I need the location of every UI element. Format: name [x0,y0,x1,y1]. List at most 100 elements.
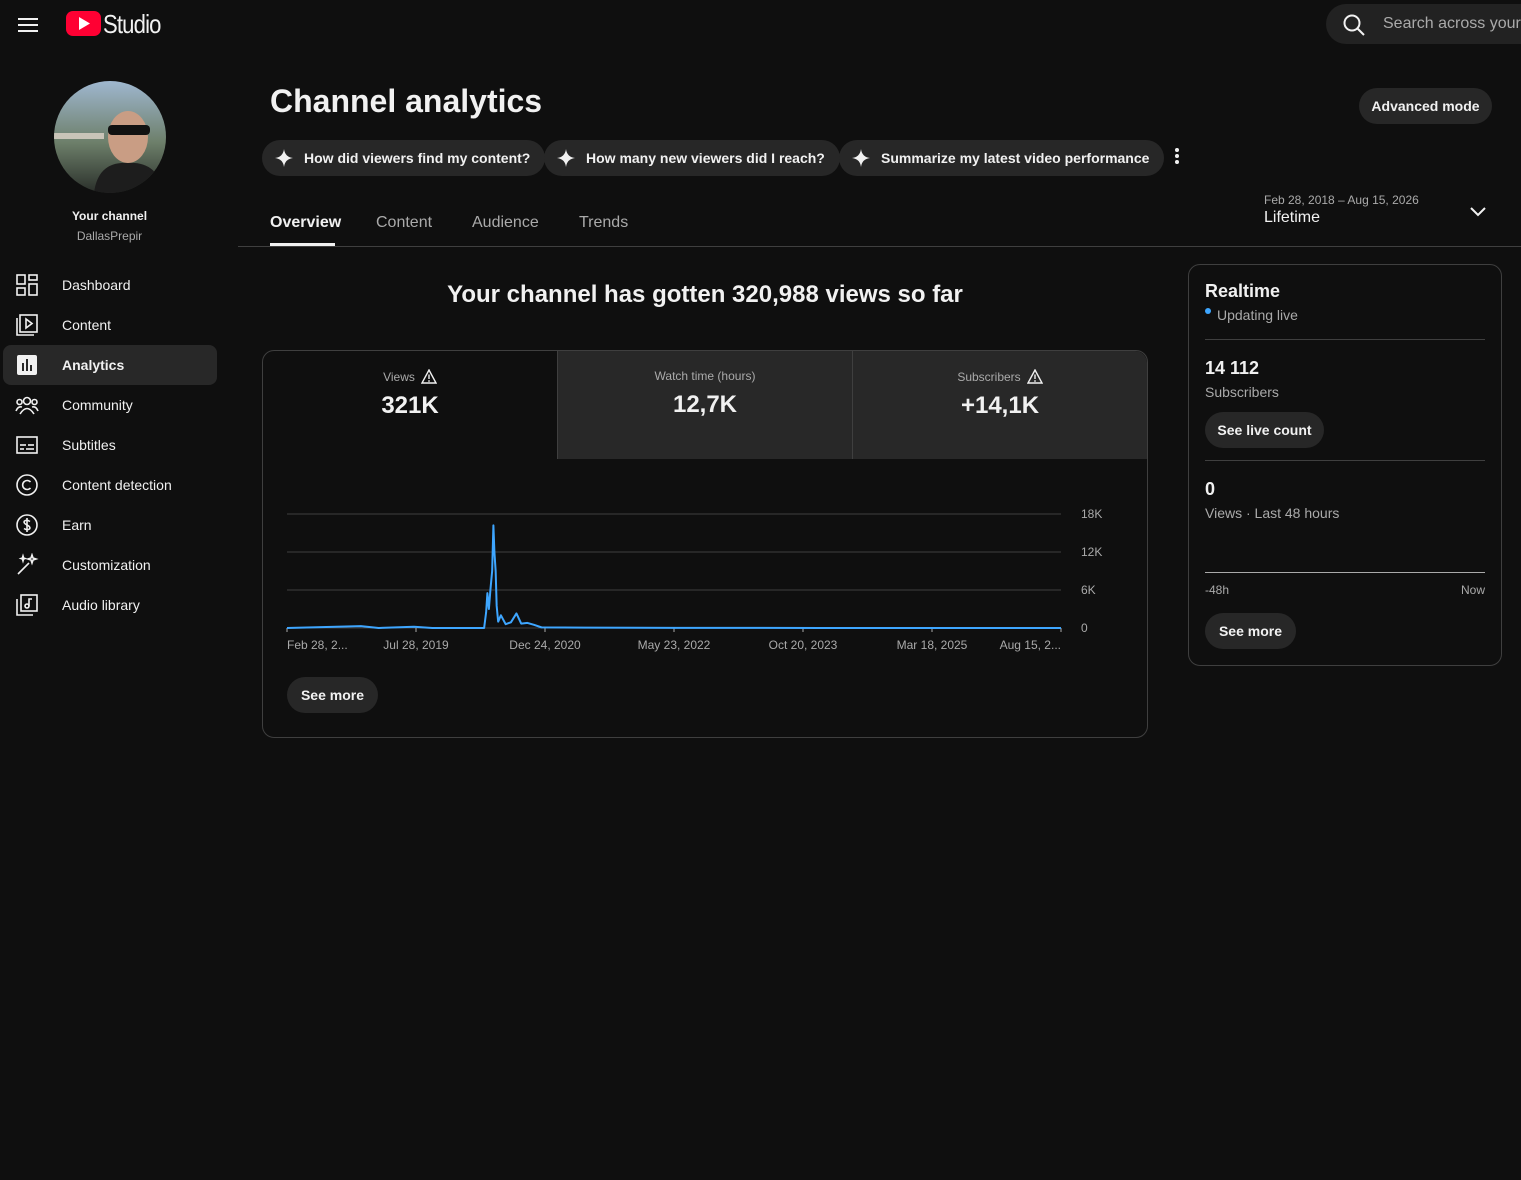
nav-label: Audio library [62,597,140,613]
dropdown-icon[interactable] [1469,205,1487,219]
sparkle-icon [852,149,870,167]
nav-item[interactable]: Customization [3,545,217,585]
y-tick-label: 12K [1081,545,1102,559]
channel-name: DallasPrepir [76,229,143,243]
tab[interactable]: Content [376,214,433,231]
nav-item[interactable]: Community [3,385,217,425]
prompt-text: How did viewers find my content? [304,150,531,166]
tab-divider [238,246,1521,247]
nav-item[interactable]: Subtitles [3,425,217,465]
x-tick-label: May 23, 2022 [638,638,711,652]
realtime-title: Realtime [1205,281,1281,301]
advanced-mode-button[interactable]: Advanced mode [1359,88,1492,124]
nav-label: Content [62,317,112,333]
overview-card [262,350,1148,738]
nav-item[interactable]: Dashboard [3,265,217,305]
tab[interactable]: Trends [579,214,629,231]
nav-label: Dashboard [62,277,131,293]
warning-icon [1026,369,1043,384]
nav-label: Earn [62,517,92,533]
realtime-card [1188,264,1502,666]
nav-label: Customization [62,557,151,573]
y-tick-label: 0 [1081,621,1088,635]
see-live-count-button[interactable]: See live count [1205,412,1324,448]
nav-icon [16,594,38,616]
metric-label: Views [383,369,415,384]
x-tick-label: Aug 15, 2... [1000,638,1061,652]
nav-icon [16,474,38,496]
divider [1205,460,1485,461]
x-tick-label: Oct 20, 2023 [769,638,838,652]
nav-item-active[interactable]: Analytics [3,345,217,385]
nav-item[interactable]: Content detection [3,465,217,505]
logo-text[interactable]: Studio [103,9,161,39]
x-tick-label: Mar 18, 2025 [897,638,968,652]
realtime-status: Updating live [1217,307,1298,323]
search-icon [1343,14,1365,36]
nav-icon [17,355,37,375]
y-tick-label: 6K [1081,583,1096,597]
more-icon[interactable] [1172,147,1182,167]
nav-label: Community [62,397,133,413]
nav-icon [16,314,38,336]
warning-icon [420,369,437,384]
x-tick-label: Feb 28, 2... [287,638,348,652]
channel-label: Your channel [71,209,148,223]
metric-tab-active[interactable]: Views 321K [263,351,557,459]
prompt-chip[interactable]: How did viewers find my content? [262,140,546,176]
search-box[interactable]: Search across your [1326,4,1521,44]
y-tick-label: 18K [1081,507,1102,521]
nav-item[interactable]: Content [3,305,217,345]
nav-icon [16,436,38,454]
divider [1205,339,1485,340]
sparkle-icon [275,149,293,167]
nav-icon [16,274,38,296]
prompt-text: Summarize my latest video performance [881,150,1150,166]
metric-tab[interactable]: Watch time (hours) 12,7K [557,351,852,459]
nav-item[interactable]: Earn [3,505,217,545]
metric-value: 321K [381,392,439,419]
nav-icon [15,396,39,415]
date-range[interactable]: Feb 28, 2018 – Aug 15, 2026 [1264,193,1419,207]
live-dot [1205,308,1211,314]
metric-value: +14,1K [960,392,1040,419]
nav-label: Analytics [62,357,125,373]
search-placeholder: Search across your [1383,15,1521,32]
see-more-button[interactable]: See more [287,677,378,713]
metric-value: 12,7K [672,391,738,418]
headline: Your channel has gotten 320,988 views so… [447,281,963,308]
nav-icon [16,514,38,536]
page-title: Channel analytics [270,83,543,119]
prompt-chip[interactable]: How many new viewers did I reach? [544,140,840,176]
nav-icon [17,553,39,575]
nav-item[interactable]: Audio library [3,585,217,625]
sparkle-icon [557,149,575,167]
prompt-chip[interactable]: Summarize my latest video performance [839,140,1165,176]
period[interactable]: Lifetime [1264,209,1321,226]
metric-label: Watch time (hours) [654,369,756,383]
data-line [286,524,1062,629]
tab[interactable]: Audience [472,214,539,231]
realtime-baseline [1205,572,1485,573]
x-tick-label: Jul 28, 2019 [383,638,449,652]
logo-icon [66,11,101,36]
tab-active[interactable]: Overview [270,214,342,231]
metric-tab[interactable]: Subscribers +14,1K [852,351,1147,459]
nav-label: Subtitles [62,437,116,453]
prompt-text: How many new viewers did I reach? [586,150,825,166]
views-label: Views · Last 48 hours [1205,505,1340,521]
realtime-see-more-button[interactable]: See more [1205,613,1296,649]
views-chart: 0 6K 12K 18K Feb 28, 2... Jul 28, 2019 Dec 24,… [286,507,1102,652]
realtime-axis-start: -48h [1205,583,1230,597]
metric-label: Subscribers [957,369,1021,384]
avatar[interactable] [54,81,166,193]
x-tick-label: Dec 24, 2020 [509,638,581,652]
menu-icon[interactable] [18,16,38,34]
tab-indicator [270,243,335,246]
views-value: 0 [1205,479,1216,499]
realtime-axis-end: Now [1460,583,1485,597]
subscribers-label: Subscribers [1205,384,1279,400]
nav-label: Content detection [62,477,172,493]
